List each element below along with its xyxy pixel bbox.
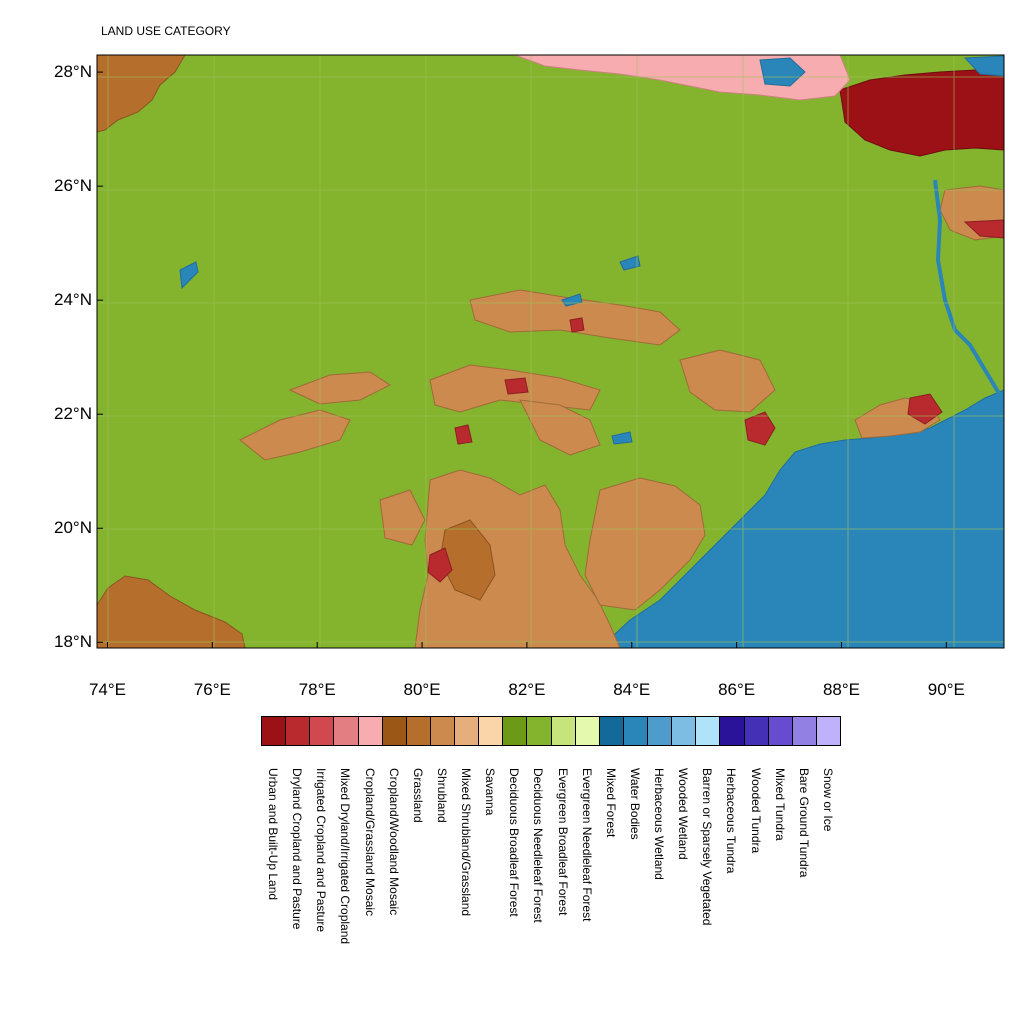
- urban-spot-2: [504, 377, 529, 395]
- legend-label: Savanna: [483, 768, 498, 816]
- legend-swatch: [815, 716, 841, 746]
- axis-ticks: [97, 71, 947, 648]
- legend-label: Grassland: [410, 768, 425, 823]
- legend-swatch: [550, 716, 576, 746]
- legend-label: Herbaceous Tundra: [724, 768, 739, 874]
- water-lake-2: [179, 261, 199, 290]
- legend-label: Water Bodies: [627, 768, 642, 840]
- legend-label: Deciduous Broadleaf Forest: [507, 768, 522, 917]
- water-north-2: [963, 55, 1004, 77]
- legend-swatch: [743, 716, 769, 746]
- legend-label: Shrubland: [434, 768, 449, 823]
- shrubland-belt-3: [239, 409, 351, 461]
- map-frame: [96, 54, 1005, 649]
- legend-swatch: [791, 716, 817, 746]
- lon-tick-label: 80°E: [403, 680, 441, 699]
- legend-label: Irrigated Cropland and Pasture: [314, 768, 329, 933]
- urban-spot-4: [569, 317, 585, 333]
- lon-tick-label: 90°E: [927, 680, 965, 699]
- map-gridlines: [97, 55, 1004, 648]
- water-north: [759, 57, 806, 87]
- shrubland-southeast: [584, 477, 706, 611]
- legend-swatch: [598, 716, 624, 746]
- legend-swatch: [429, 716, 455, 746]
- lon-tick-label: 88°E: [822, 680, 860, 699]
- lat-tick-label: 26°N: [54, 176, 92, 196]
- shrubland-belt-1: [469, 289, 681, 346]
- grassland-southwest: [97, 575, 246, 648]
- lon-tick-label: 82°E: [508, 680, 546, 699]
- lon-tick-label: 78°E: [298, 680, 336, 699]
- shrubland-central-south: [414, 469, 621, 648]
- shrubland-belt-6: [379, 489, 426, 546]
- lat-tick-label: 28°N: [54, 62, 92, 82]
- legend-swatch: [767, 716, 793, 746]
- lon-tick-label: 86°E: [718, 680, 756, 699]
- legend-label: Mixed Shrubland/Grassland: [459, 768, 474, 917]
- legend-swatch: [478, 716, 504, 746]
- legend-swatch: [261, 716, 287, 746]
- legend-swatch: [695, 716, 721, 746]
- lat-tick-label: 22°N: [54, 404, 92, 424]
- legend-label: Mixed Tundra: [772, 768, 787, 841]
- river-east: [933, 179, 1002, 397]
- legend-label: Evergreen Needleleaf Forest: [579, 768, 594, 922]
- urban-northeast-2: [963, 219, 1004, 239]
- lat-tick-label: 18°N: [54, 632, 92, 652]
- legend-swatch: [671, 716, 697, 746]
- urban-spot-3: [454, 424, 473, 445]
- lat-tick-label: 24°N: [54, 290, 92, 310]
- lon-tick-label: 84°E: [613, 680, 651, 699]
- water-lake-4: [619, 255, 641, 271]
- legend-label: Deciduous Needleleaf Forest: [531, 768, 546, 923]
- water-lake-3: [611, 431, 633, 445]
- legend-swatch: [526, 716, 552, 746]
- legend-swatch: [574, 716, 600, 746]
- legend-label: Evergreen Broadleaf Forest: [555, 768, 570, 916]
- legend-label: Cropland/Grassland Mosaic: [362, 768, 377, 917]
- urban-northeast: [839, 67, 1004, 157]
- urban-spot-1: [744, 411, 776, 446]
- legend-label: Mixed Dryland/Irrigated Cropland: [338, 768, 353, 945]
- legend-swatch: [405, 716, 431, 746]
- map-title: LAND USE CATEGORY: [101, 24, 231, 38]
- legend-swatch: [333, 716, 359, 746]
- legend-label: Barren or Sparsely Vegetated: [700, 768, 715, 926]
- grassland-northwest: [97, 55, 186, 133]
- legend-swatch: [622, 716, 648, 746]
- shrubland-belt-5: [679, 349, 776, 413]
- legend-swatch: [502, 716, 528, 746]
- legend-swatch: [285, 716, 311, 746]
- legend-label: Mixed Forest: [603, 768, 618, 838]
- legend-label: Bare Ground Tundra: [796, 768, 811, 878]
- legend-label: Herbaceous Wetland: [652, 768, 667, 880]
- legend-label: Dryland Cropland and Pasture: [290, 768, 305, 930]
- legend-label: Cropland/Woodland Mosaic: [386, 768, 401, 916]
- shrubland-belt-7: [519, 399, 601, 456]
- legend-swatch: [454, 716, 480, 746]
- legend-label: Wooded Wetland: [676, 768, 691, 860]
- water-bay-of-bengal: [599, 389, 1004, 648]
- legend-label: Wooded Tundra: [748, 768, 763, 854]
- legend-swatch: [381, 716, 407, 746]
- legend-swatch: [719, 716, 745, 746]
- urban-central-south: [427, 547, 453, 583]
- legend-label: Snow or Ice: [820, 768, 835, 832]
- lon-tick-label: 76°E: [193, 680, 231, 699]
- legend-swatch: [309, 716, 335, 746]
- legend-swatch: [647, 716, 673, 746]
- legend-label: Urban and Built-Up Land: [266, 768, 281, 901]
- legend-swatch: [357, 716, 383, 746]
- lat-tick-label: 20°N: [54, 518, 92, 538]
- lon-tick-label: 74°E: [88, 680, 126, 699]
